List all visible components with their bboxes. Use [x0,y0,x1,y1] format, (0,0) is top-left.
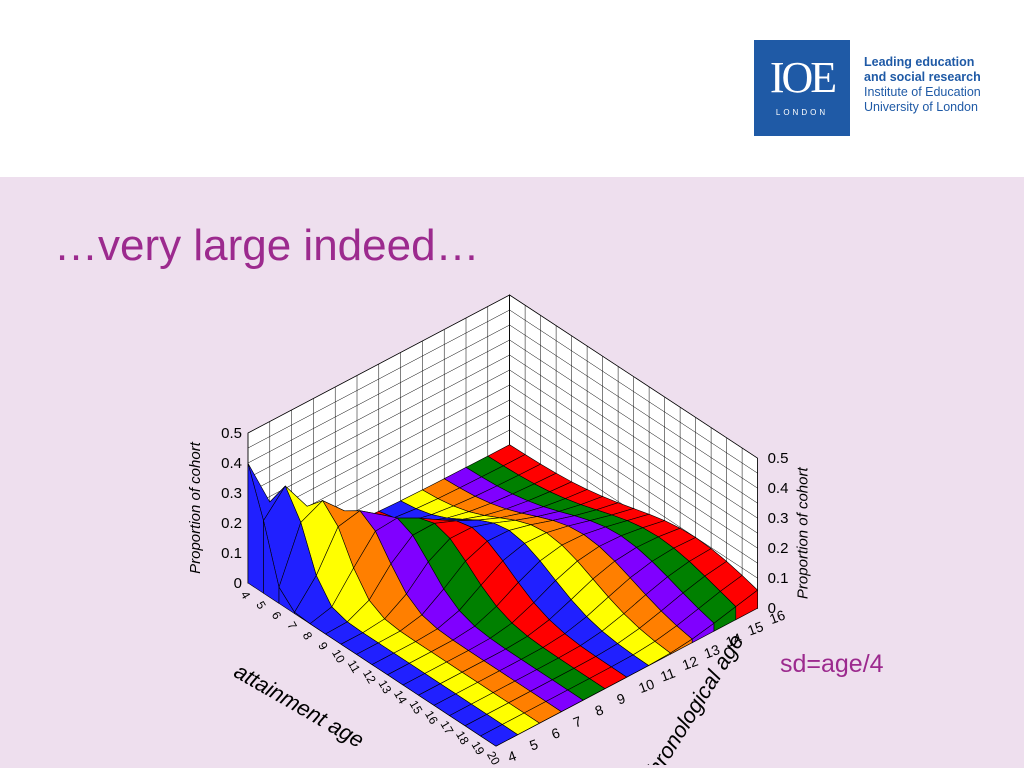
tagline-line-1: Leading education [864,55,975,69]
back-wall-gridline [247,354,510,494]
surface-skirt [356,654,373,665]
tagline-line-2: and social research [864,70,981,84]
y-tick-label: 13 [702,641,722,661]
y-tick-label: 8 [593,701,606,719]
z-tick-label-left: 0.2 [221,515,242,532]
back-wall-gridline [247,339,510,479]
z-tick-label-right: 0.1 [768,570,789,587]
side-wall-gridline [509,369,758,534]
x-tick-label: 18 [453,729,472,748]
sd-note: sd=age/4 [780,650,884,678]
logo-mark: IOE [769,53,837,102]
logo-subtext: LONDON [775,108,829,117]
back-wall-gridline [247,369,510,509]
y-tick-label: 10 [636,676,656,696]
x-tick-label: 8 [300,629,316,642]
x-tick-label: 9 [315,640,331,653]
tagline-line-4: University of London [864,100,978,114]
y-tick-label: 16 [767,607,787,627]
z-axis-title-left: Proportion of cohort [187,441,204,574]
z-tick-label-left: 0.4 [221,455,242,472]
slide-header: IOE LONDON Leading education and social … [0,0,1024,177]
z-tick-label-right: 0 [768,600,776,617]
side-wall-gridline [509,384,758,549]
ioe-logo: IOE LONDON [754,40,850,136]
z-axis-title-right: Proportion of cohort [795,467,812,600]
y-tick-label: 9 [615,690,628,708]
z-tick-label-left: 0.1 [221,545,242,562]
x-tick-label: 7 [284,619,300,632]
surface-skirt [433,705,450,716]
z-tick-label-right: 0.5 [768,450,789,467]
institution-tagline: Leading education and social research In… [864,55,981,115]
x-tick-label: 10 [329,647,348,666]
y-tick-label: 5 [527,736,540,754]
back-wall-gridline [247,294,510,434]
x-tick-label: 16 [422,708,441,727]
z-tick-label-left: 0.5 [221,425,242,442]
back-wall-gridline [247,324,510,464]
tagline-line-3: Institute of Education [864,85,981,99]
y-tick-label: 14 [724,630,744,650]
slide-title: …very large indeed… [54,221,480,270]
x-tick-label: 12 [360,667,379,686]
z-tick-label-right: 0.2 [768,540,789,557]
side-wall-gridline [509,339,758,504]
y-tick-label: 11 [658,664,677,684]
y-tick-label: 7 [571,713,584,731]
x-tick-label: 5 [253,599,269,612]
x-tick-label: 14 [391,688,410,707]
x-tick-label: 11 [345,658,364,676]
side-wall-gridline [509,294,758,459]
surface-chart: 0 0.1 0.2 0.3 0.4 0.5 0 0.1 0.2 0.3 0.4 0.5 Proporti… [187,294,812,765]
x-tick-label: 6 [269,609,285,622]
surface-skirt [735,589,758,621]
side-wall-gridline [509,354,758,519]
y-tick-label: 12 [680,653,700,673]
y-tick-label: 4 [506,747,519,765]
x-tick-label: 19 [469,739,488,758]
surface-skirt [517,722,540,735]
side-wall-gridline [509,324,758,489]
x-tick-label: 20 [484,749,503,765]
surface-skirt [294,611,311,625]
x-tick-label: 13 [376,678,395,697]
back-wall-gridline [247,309,510,449]
side-wall-gridline [509,399,758,564]
z-tick-label-right: 0.4 [768,480,789,497]
side-wall-gridline [509,414,758,579]
z-tick-label-left: 0 [234,575,242,592]
x-axis-title: attainment age [230,658,369,752]
z-tick-label-left: 0.3 [221,485,242,502]
z-tick-label-right: 0.3 [768,510,789,527]
x-tick-label: 17 [438,718,457,737]
y-tick-label: 15 [745,618,765,638]
y-tick-label: 6 [549,724,562,742]
side-wall-gridline [509,309,758,474]
x-tick-label: 15 [407,698,426,717]
